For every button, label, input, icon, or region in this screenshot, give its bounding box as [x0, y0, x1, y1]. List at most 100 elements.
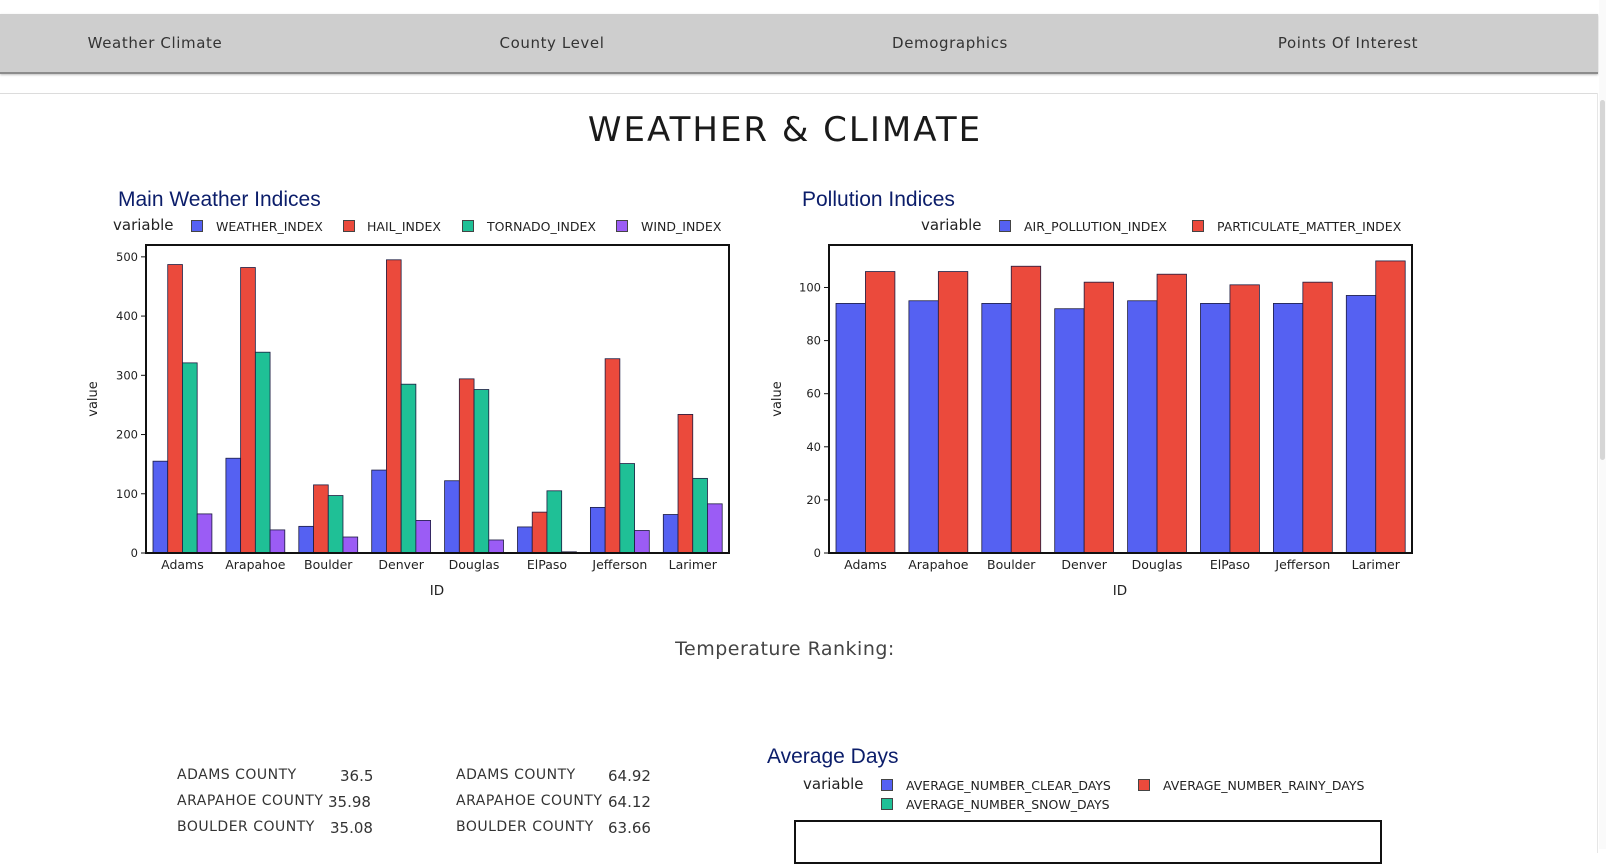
- legend-label-wind-index: WIND_INDEX: [641, 219, 722, 234]
- y-tick-label: 200: [116, 428, 138, 442]
- temperature-ranking-heading: Temperature Ranking:: [675, 638, 895, 660]
- bar-hail-index-arapahoe: [240, 267, 256, 554]
- bar-wind-index-jefferson: [634, 530, 650, 554]
- legend-label-weather-index: WEATHER_INDEX: [216, 219, 323, 234]
- bar-tornado-index-adams: [182, 362, 198, 554]
- nav-item-demographics[interactable]: Demographics: [892, 34, 1008, 52]
- bar-hail-index-larimer: [677, 413, 694, 554]
- legend-swatch-hail-index: [343, 220, 355, 232]
- content-border: [1597, 93, 1598, 853]
- x-tick-label-douglas: Douglas: [1132, 557, 1183, 572]
- x-tick-label-arapahoe: Arapahoe: [908, 557, 969, 572]
- bar-weather-index-adams: [152, 460, 169, 554]
- bar-weather-index-elpaso: [517, 526, 533, 554]
- ranking-value: 64.92: [608, 767, 651, 785]
- y-tick-label: 100: [799, 280, 821, 294]
- bar-hail-index-jefferson: [604, 358, 621, 554]
- bar-weather-index-arapahoe: [225, 457, 242, 554]
- x-tick-label-arapahoe: Arapahoe: [225, 557, 286, 572]
- bar-tornado-index-boulder: [327, 495, 344, 554]
- bar-particulate-matter-index-larimer: [1375, 260, 1406, 554]
- bar-tornado-index-elpaso: [546, 490, 563, 554]
- x-tick-label-boulder: Boulder: [987, 557, 1036, 572]
- x-tick-label-denver: Denver: [378, 557, 424, 572]
- x-tick-label-adams: Adams: [161, 557, 204, 572]
- ranking-value: 64.12: [608, 793, 651, 811]
- legend-swatch-weather-index: [191, 220, 203, 232]
- bar-particulate-matter-index-arapahoe: [937, 271, 969, 554]
- ranking-value: 63.66: [608, 819, 651, 837]
- bar-air-pollution-index-jefferson: [1272, 303, 1304, 554]
- bar-tornado-index-larimer: [692, 477, 708, 554]
- legend-label-air-pollution-index: AIR_POLLUTION_INDEX: [1024, 219, 1167, 234]
- pollution-x-axis-label: ID: [1113, 583, 1127, 599]
- bar-air-pollution-index-arapahoe: [908, 300, 939, 554]
- average-days-plot-frame: [794, 820, 1382, 864]
- pollution-chart: 0 20 40 60 80 100 Adams Arapahoe Boulder Denver D…: [770, 244, 1413, 599]
- bar-wind-index-douglas: [488, 539, 504, 554]
- bar-particulate-matter-index-douglas: [1156, 273, 1187, 554]
- bar-particulate-matter-index-adams: [865, 271, 896, 554]
- y-tick-label: 20: [806, 493, 821, 507]
- ranking-county-label: ADAMS COUNTY: [177, 767, 297, 783]
- bar-particulate-matter-index-denver: [1083, 281, 1114, 554]
- legend-label-particulate-matter-index: PARTICULATE_MATTER_INDEX: [1217, 219, 1402, 234]
- pollution-plot-frame: [828, 244, 1413, 554]
- bar-tornado-index-denver: [400, 383, 417, 554]
- legend-swatch-air-pollution-index: [999, 220, 1011, 232]
- bar-weather-index-douglas: [444, 480, 460, 554]
- x-tick-label-elpaso: ElPaso: [1210, 557, 1250, 572]
- pollution-y-axis-label: value: [770, 381, 785, 417]
- bar-air-pollution-index-elpaso: [1200, 303, 1231, 554]
- top-nav: Weather Climate County Level Demographic…: [0, 14, 1598, 74]
- x-tick-label-adams: Adams: [844, 557, 887, 572]
- x-tick-label-larimer: Larimer: [669, 557, 718, 572]
- legend-swatch-tornado-index: [462, 220, 474, 232]
- bar-tornado-index-jefferson: [619, 463, 635, 554]
- bar-tornado-index-douglas: [473, 389, 490, 554]
- main-weather-chart: 0 100 200 300 400 500 Adams Arapahoe Boulder Den…: [86, 244, 730, 599]
- y-tick-label: 400: [116, 309, 138, 323]
- bar-weather-index-larimer: [662, 514, 679, 554]
- legend-swatch-clear-days: [881, 779, 893, 791]
- ranking-value: 35.98: [328, 793, 371, 811]
- average-days-legend-title: variable: [803, 775, 864, 793]
- x-tick-label-elpaso: ElPaso: [527, 557, 567, 572]
- y-tick-label: 80: [806, 334, 821, 348]
- x-tick-label-larimer: Larimer: [1352, 557, 1401, 572]
- main-x-axis-label: ID: [430, 583, 444, 599]
- ranking-county-label: ADAMS COUNTY: [456, 767, 576, 783]
- bar-wind-index-larimer: [707, 503, 723, 554]
- legend-swatch-wind-index: [616, 220, 628, 232]
- bar-wind-index-arapahoe: [269, 529, 286, 554]
- ranking-county-label: ARAPAHOE COUNTY: [177, 793, 324, 809]
- legend-label-snow-days: AVERAGE_NUMBER_SNOW_DAYS: [906, 797, 1110, 812]
- ranking-county-label: BOULDER COUNTY: [177, 819, 315, 835]
- pollution-legend-title: variable: [921, 216, 982, 234]
- nav-item-county-level[interactable]: County Level: [499, 34, 605, 52]
- x-tick-label-jefferson: Jefferson: [591, 557, 647, 572]
- bar-air-pollution-index-boulder: [981, 303, 1012, 554]
- main-plot-frame: [145, 244, 730, 554]
- ranking-value: 35.08: [330, 819, 373, 837]
- scrollbar-thumb[interactable]: [1600, 100, 1605, 460]
- legend-label-tornado-index: TORNADO_INDEX: [487, 219, 596, 234]
- bar-air-pollution-index-adams: [835, 303, 866, 554]
- bar-particulate-matter-index-boulder: [1010, 265, 1042, 554]
- nav-item-weather-climate[interactable]: Weather Climate: [87, 34, 223, 52]
- bar-wind-index-adams: [196, 513, 213, 554]
- bar-weather-index-boulder: [298, 525, 314, 554]
- nav-item-points-of-interest[interactable]: Points Of Interest: [1277, 34, 1419, 52]
- x-tick-label-boulder: Boulder: [304, 557, 353, 572]
- bar-weather-index-denver: [371, 469, 387, 554]
- page-title: WEATHER & CLIMATE: [587, 110, 983, 150]
- bar-hail-index-elpaso: [531, 511, 548, 554]
- main-weather-chart-title: Main Weather Indices: [118, 188, 321, 211]
- y-tick-label: 0: [814, 546, 821, 560]
- bar-particulate-matter-index-elpaso: [1229, 284, 1260, 554]
- legend-label-rainy-days: AVERAGE_NUMBER_RAINY_DAYS: [1163, 778, 1365, 793]
- main-legend-title: variable: [113, 216, 174, 234]
- bar-particulate-matter-index-jefferson: [1302, 281, 1333, 554]
- x-tick-label-denver: Denver: [1061, 557, 1107, 572]
- legend-swatch-particulate-matter-index: [1192, 220, 1204, 232]
